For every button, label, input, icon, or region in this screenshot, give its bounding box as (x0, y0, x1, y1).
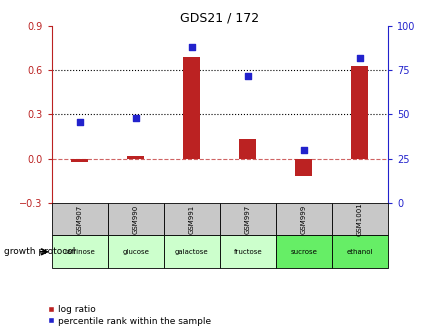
Text: glucose: glucose (122, 249, 149, 255)
Text: growth protocol: growth protocol (4, 247, 76, 256)
Point (132, 115, 139, 121)
Text: raffinose: raffinose (64, 249, 95, 255)
Point (356, 55, 362, 60)
Point (76, 119, 83, 124)
Point (188, 45, 195, 50)
Bar (163, 203, 219, 235)
Bar (275, 203, 331, 235)
Bar (275, 235, 331, 268)
Bar (331, 235, 387, 268)
Bar (52, 203, 108, 235)
Bar (52, 235, 108, 268)
Bar (108, 203, 163, 235)
Text: galactose: galactose (175, 249, 208, 255)
Bar (127, 156, 144, 159)
Text: fructose: fructose (233, 249, 261, 255)
Text: GSM1001: GSM1001 (356, 202, 362, 236)
Bar (219, 235, 275, 268)
Bar (71, 159, 88, 162)
Bar (239, 139, 255, 159)
Text: GSM990: GSM990 (132, 204, 138, 234)
Point (300, 147, 307, 152)
Text: ethanol: ethanol (346, 249, 372, 255)
Bar (351, 66, 367, 159)
Text: GSM907: GSM907 (77, 204, 83, 234)
Bar (295, 159, 312, 176)
Text: GSM991: GSM991 (188, 204, 194, 234)
Text: GSM999: GSM999 (300, 204, 306, 234)
Text: GSM997: GSM997 (244, 204, 250, 234)
Bar (163, 235, 219, 268)
Point (244, 73, 251, 78)
Legend: log ratio, percentile rank within the sample: log ratio, percentile rank within the sa… (47, 305, 211, 326)
Bar (108, 235, 163, 268)
Text: sucrose: sucrose (290, 249, 316, 255)
Bar (219, 203, 275, 235)
Title: GDS21 / 172: GDS21 / 172 (180, 12, 259, 25)
Bar (331, 203, 387, 235)
Bar (183, 57, 200, 159)
